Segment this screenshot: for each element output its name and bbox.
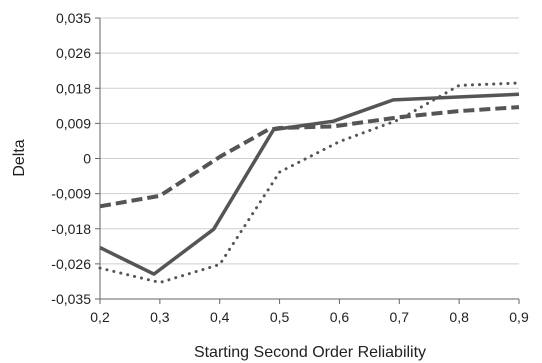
x-axis-title: Starting Second Order Reliability [194, 344, 426, 361]
x-axis-tick-labels: 0,2 0,3 0,4 0,5 0,6 0,7 0,8 0,9 [90, 309, 529, 325]
series-line-solid [99, 92, 520, 276]
x-tick-label: 0,5 [270, 309, 290, 325]
x-tick-label: 0,3 [150, 309, 170, 325]
x-tick-label: 0,4 [210, 309, 230, 325]
series-line-dotted [98, 81, 521, 284]
chart-axes [95, 17, 520, 304]
y-tick-label: 0,035 [56, 10, 91, 26]
x-tick-label: 0,9 [509, 309, 529, 325]
data-series [98, 81, 521, 284]
horizontal-gridlines [100, 17, 519, 300]
y-axis-tick-labels: 0,035 0,026 0,018 0,009 0 -0,009 -0,018 -0,026 -… [51, 10, 91, 307]
y-tick-label: -0,009 [51, 186, 91, 202]
y-axis-title: Delta [11, 139, 28, 176]
y-tick-label: -0,035 [51, 291, 91, 307]
x-tick-label: 0,6 [330, 309, 350, 325]
x-tick-label: 0,7 [390, 309, 410, 325]
series-line-dashed [99, 105, 520, 209]
x-tick-label: 0,8 [449, 309, 469, 325]
y-tick-label: 0,009 [56, 115, 91, 131]
y-tick-label: 0,026 [56, 45, 91, 61]
y-tick-label: 0,018 [56, 80, 91, 96]
x-tick-label: 0,2 [90, 309, 110, 325]
y-tick-label: -0,026 [51, 256, 91, 272]
y-tick-label: 0 [83, 151, 91, 167]
y-tick-label: -0,018 [51, 221, 91, 237]
